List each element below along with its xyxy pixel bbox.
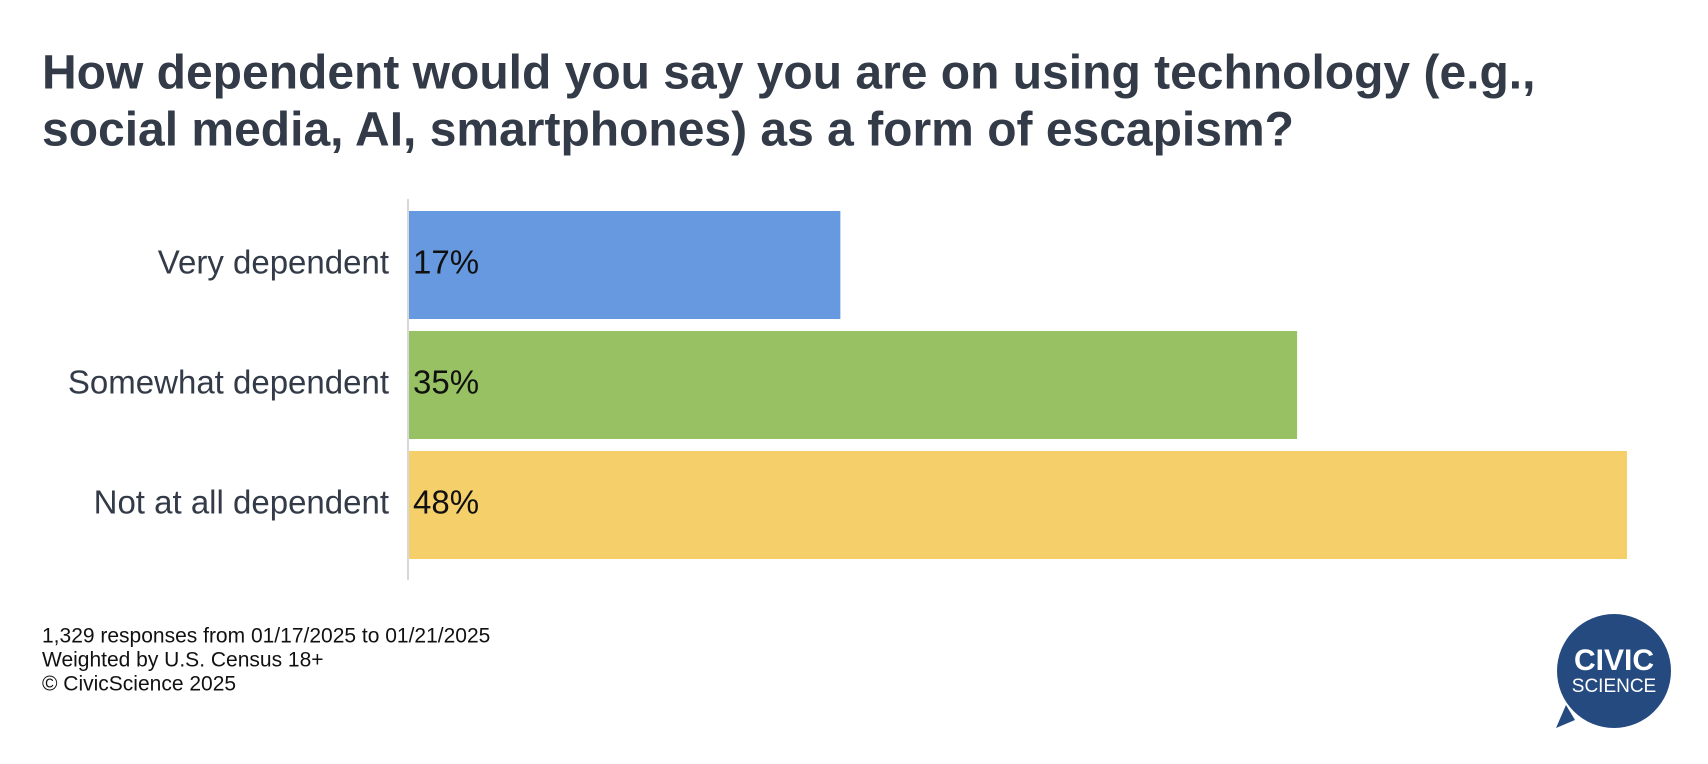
value-label: 48% <box>413 484 479 521</box>
value-label: 35% <box>413 364 479 401</box>
category-label: Not at all dependent <box>94 484 389 521</box>
logo-circle <box>1557 614 1671 728</box>
note: 1,329 responses from 01/17/2025 to 01/21… <box>42 625 490 648</box>
note: © CivicScience 2025 <box>42 673 236 696</box>
category-label: Very dependent <box>158 244 389 281</box>
note: Weighted by U.S. Census 18+ <box>42 649 324 672</box>
logo-tail <box>1556 705 1575 728</box>
value-label: 17% <box>413 244 479 281</box>
bar <box>409 451 1627 559</box>
chart-title: social media, AI, smartphones) as a form… <box>42 104 1294 157</box>
chart-title: How dependent would you say you are on u… <box>42 47 1535 100</box>
category-label: Somewhat dependent <box>68 364 389 401</box>
logo-text: SCIENCE <box>1572 676 1656 697</box>
logo-text: CIVIC <box>1574 644 1654 677</box>
logo: CIVIC SCIENCE <box>1556 614 1671 728</box>
bar <box>409 331 1298 439</box>
bar <box>409 211 841 319</box>
